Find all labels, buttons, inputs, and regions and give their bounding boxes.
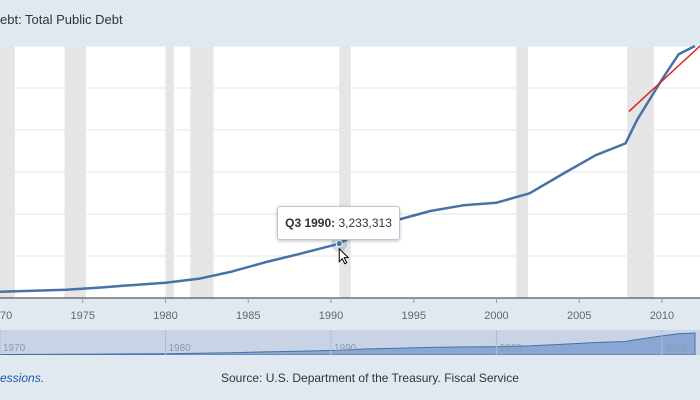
navigator-tick-label: 1980	[168, 343, 191, 354]
data-tooltip: Q3 1990: 3,233,313	[277, 206, 400, 240]
x-tick-label: 1985	[236, 310, 260, 322]
recessions-note[interactable]: essions.	[0, 371, 45, 385]
hover-point	[335, 240, 343, 248]
x-tick-label: 2010	[650, 310, 674, 322]
navigator-series-area	[0, 332, 696, 355]
x-tick-label: 1990	[319, 310, 343, 322]
chart-area[interactable]: 1975 1980 1985 1990 1995 2000 2005 2010 1970 197…	[0, 0, 700, 355]
x-tick-label: 1980	[153, 310, 177, 322]
mouse-cursor	[338, 247, 350, 265]
x-tick-label: 1970	[0, 310, 12, 322]
navigator-tick-label: 1970	[3, 343, 26, 354]
x-tick-label: 1975	[71, 310, 95, 322]
navigator-ticks: 1970 1980 1990 2000 2010	[0, 330, 688, 355]
tooltip-label: Q3 1990:	[285, 216, 336, 230]
x-tick-label: 2005	[567, 310, 591, 322]
chart-header: ebt: Total Public Debt	[0, 0, 700, 42]
trend-line	[628, 45, 700, 113]
navigator-tick-label: 1990	[334, 343, 357, 354]
navigator-tick-label: 2000	[499, 343, 522, 354]
chart-title: ebt: Total Public Debt	[0, 12, 123, 27]
range-navigator: 1970 1980 1990 2000 2010	[0, 330, 700, 355]
tooltip-value: 3,233,313	[338, 216, 392, 230]
navigator-tick-label: 2010	[665, 343, 688, 354]
x-tick-label: 1995	[401, 310, 425, 322]
source-note: Source: U.S. Department of the Treasury.…	[221, 371, 519, 385]
x-axis-ticks: 1975 1980 1985 1990 1995 2000 2005 2010 1970	[0, 298, 674, 322]
x-tick-label: 2000	[484, 310, 508, 322]
chart-footer: essions. Source: U.S. Department of the …	[0, 355, 700, 400]
